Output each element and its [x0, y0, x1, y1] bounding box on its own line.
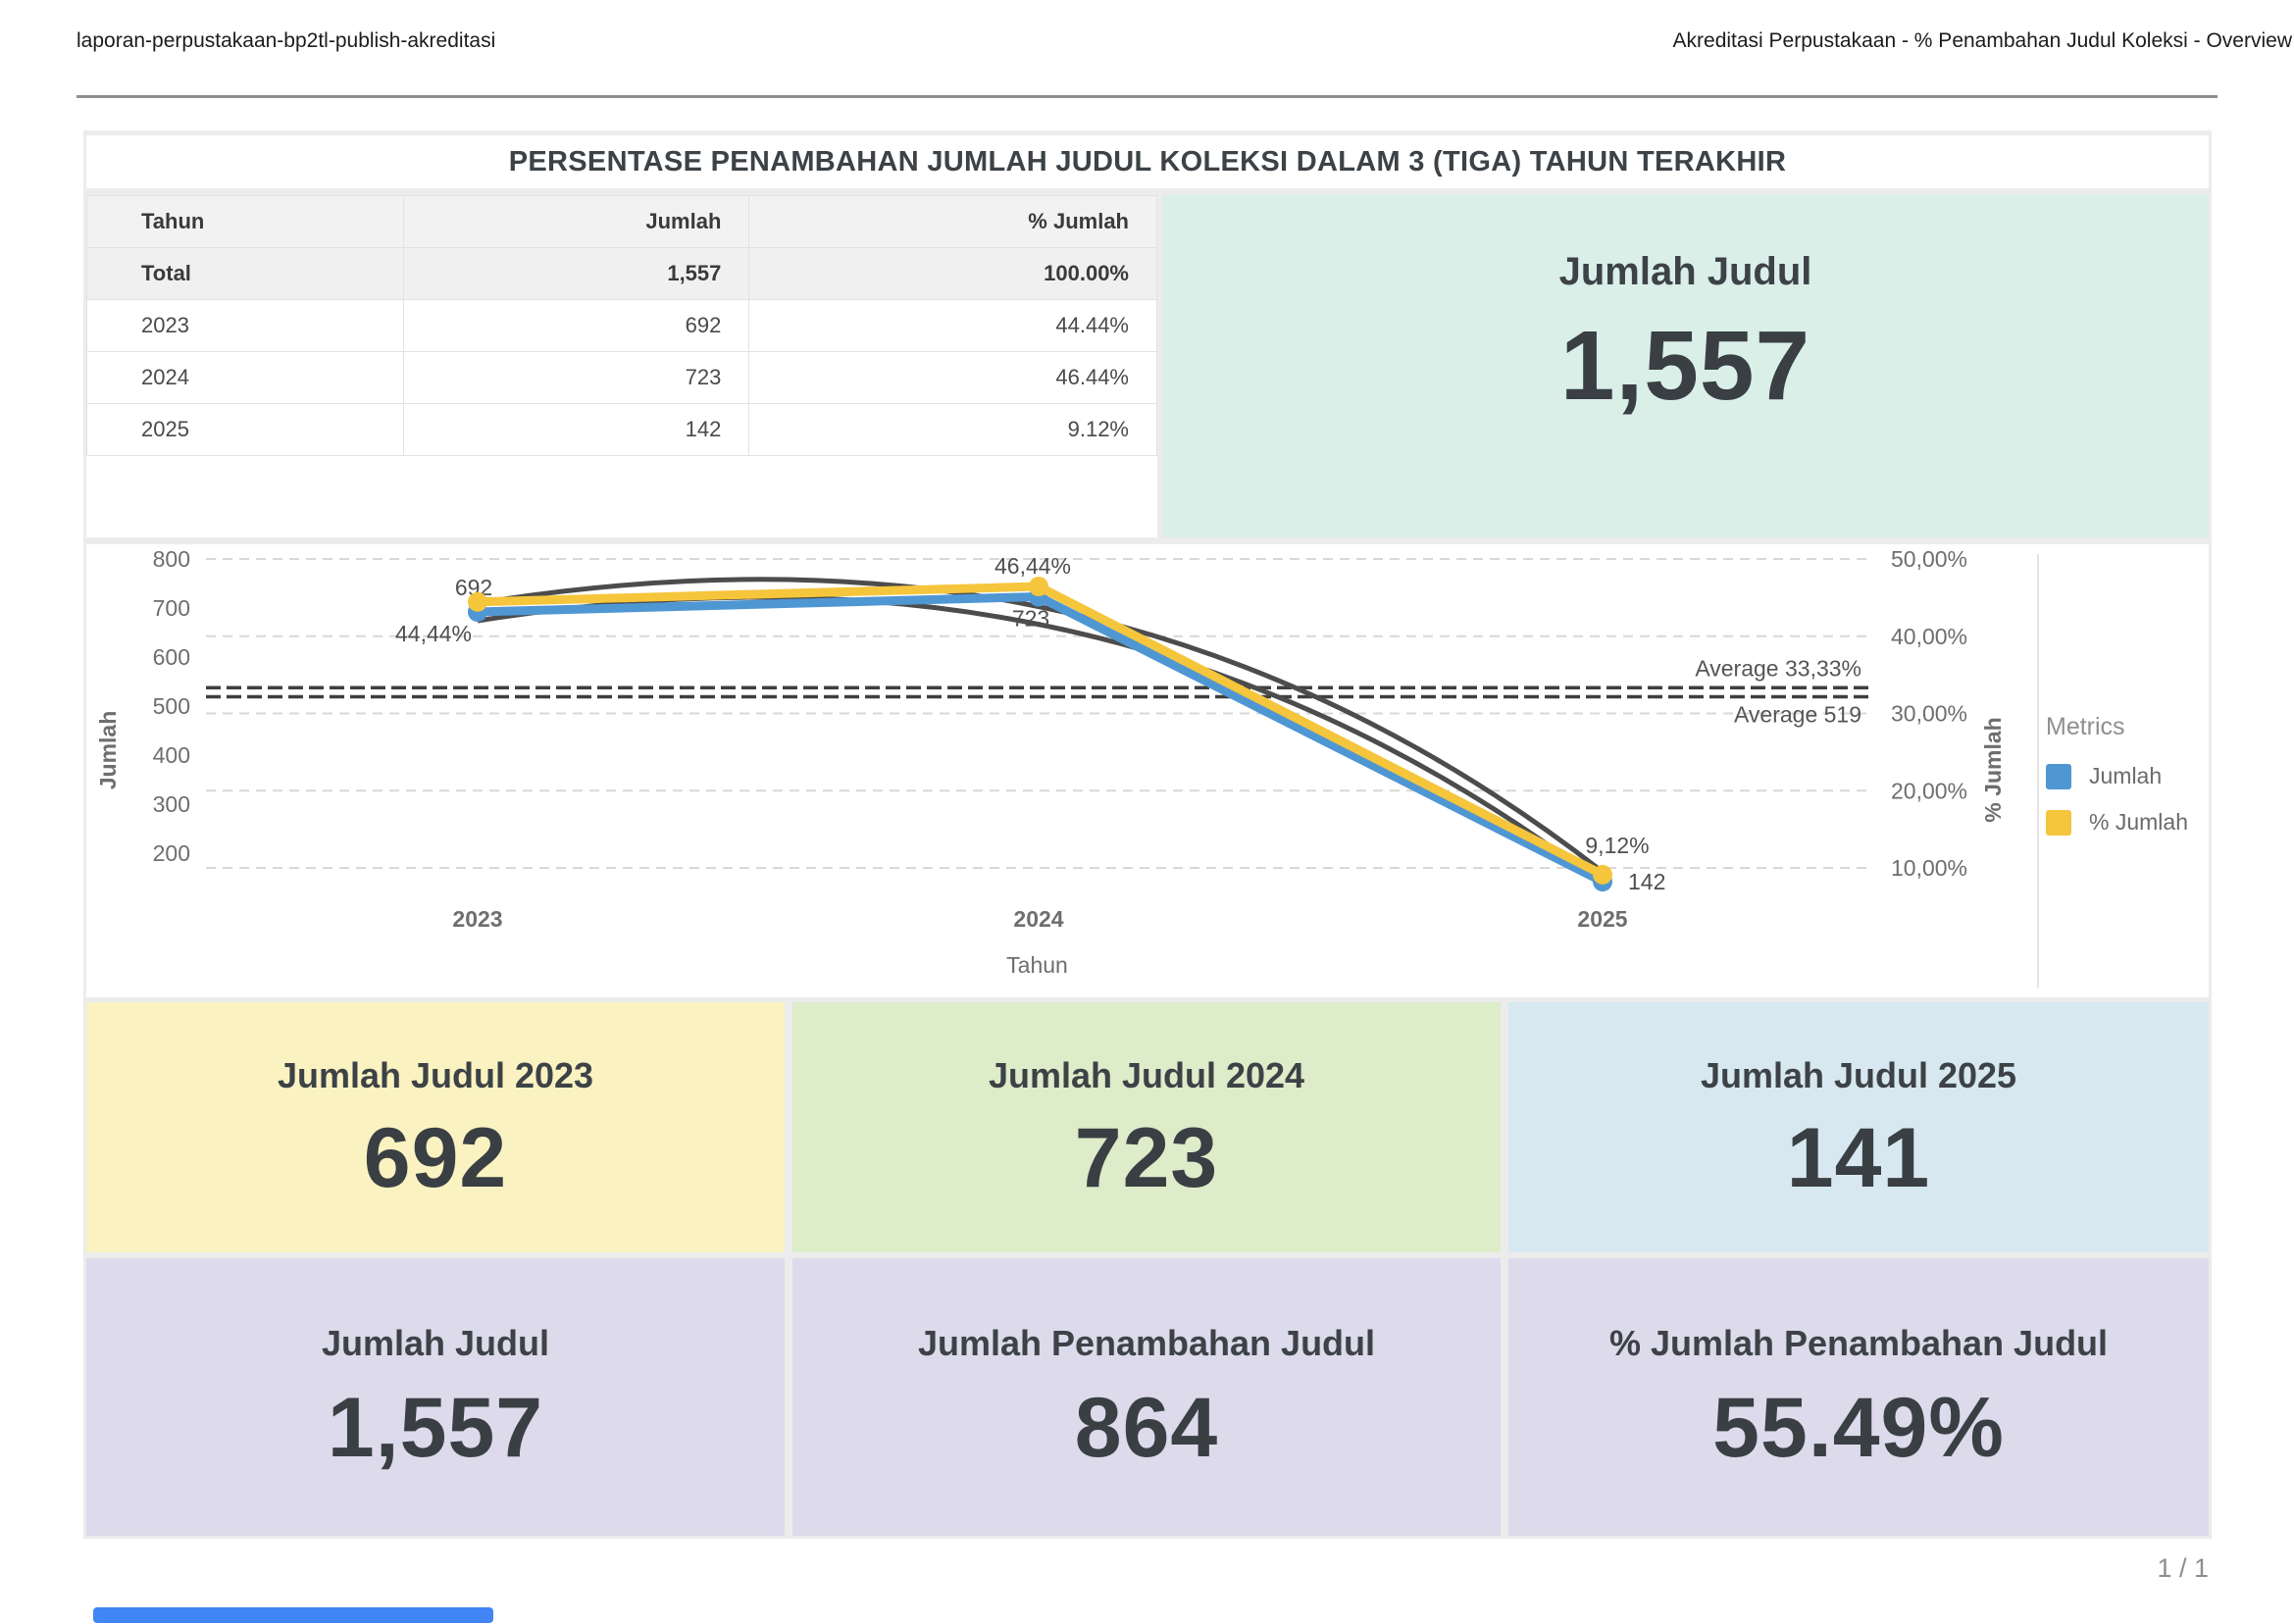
stat-card-2023: Jumlah Judul 2023 692: [86, 1002, 785, 1252]
summary-table-card: Tahun Jumlah% Jumlah Total 1,557 100.00% 202…: [86, 195, 1157, 537]
svg-text:2024: 2024: [1013, 906, 1063, 932]
svg-text:9,12%: 9,12%: [1585, 833, 1649, 858]
stat-card-pct-penambahan-value: 55.49%: [1712, 1381, 2005, 1475]
svg-text:2023: 2023: [452, 906, 502, 932]
svg-text:10,00%: 10,00%: [1891, 855, 1967, 881]
table-row: 2024 723 46.44%: [86, 351, 1157, 404]
svg-text:Average 33,33%: Average 33,33%: [1695, 655, 1861, 681]
stat-card-2025: Jumlah Judul 2025 141: [1508, 1002, 2209, 1252]
legend-title: Metrics: [2046, 713, 2125, 740]
svg-text:46,44%: 46,44%: [994, 553, 1071, 579]
table-cell: 100.00%: [748, 247, 1157, 300]
legend-label-pct-jumlah: % Jumlah: [2089, 809, 2188, 835]
legend-item-jumlah: Jumlah: [2046, 763, 2211, 789]
data-table: Tahun Jumlah% Jumlah Total 1,557 100.00% 202…: [86, 195, 1157, 456]
table-cell: 2024: [86, 351, 404, 404]
stat-card-2024-value: 723: [1074, 1111, 1219, 1205]
column-header: Tahun: [86, 195, 404, 248]
svg-text:2025: 2025: [1577, 906, 1627, 932]
jumlah-judul-card-label: Jumlah Judul: [1558, 250, 1812, 293]
line-chart: 50,00% 40,00% 30,00% 20,00% 10,00% 800 700 600 5…: [95, 546, 2039, 988]
legend-label-jumlah: Jumlah: [2089, 763, 2163, 788]
table-cell: 692: [402, 299, 750, 352]
table-row: 2023 692 44.44%: [86, 299, 1157, 352]
svg-text:30,00%: 30,00%: [1891, 701, 1967, 727]
stat-card-pct-penambahan-label: % Jumlah Penambahan Judul: [1608, 1323, 2109, 1363]
stat-card-penambahan-value: 864: [1074, 1381, 1219, 1475]
stat-card-penambahan-label: Jumlah Penambahan Judul: [917, 1323, 1376, 1363]
stat-card-2024: Jumlah Judul 2024 723: [792, 1002, 1501, 1252]
pct-jumlah-series-swatch: [2046, 809, 2071, 836]
line-chart-card: 50,00% 40,00% 30,00% 20,00% 10,00% 800 700 600 5…: [86, 544, 2209, 997]
jumlah-judul-card-value: 1,557: [1559, 311, 1811, 421]
stat-card-2024-label: Jumlah Judul 2024: [988, 1055, 1305, 1095]
svg-text:Tahun: Tahun: [1006, 952, 1068, 978]
table-cell: 2025: [86, 403, 404, 456]
svg-text:700: 700: [153, 595, 190, 621]
table-row: Total 1,557 100.00%: [86, 247, 1157, 300]
table-cell: 2023: [86, 299, 404, 352]
stat-card-penambahan: Jumlah Penambahan Judul 864: [792, 1258, 1501, 1536]
horizontal-scrollbar-thumb[interactable]: [93, 1607, 493, 1623]
svg-text:800: 800: [153, 546, 190, 572]
jumlah-judul-card: Jumlah Judul 1,557: [1162, 195, 2209, 537]
legend-item-pct-jumlah: % Jumlah: [2046, 809, 2211, 836]
svg-text:40,00%: 40,00%: [1891, 624, 1967, 649]
svg-text:723: 723: [1012, 606, 1049, 632]
chart-legend: Metrics Jumlah % Jumlah: [2046, 713, 2211, 855]
svg-text:142: 142: [1628, 869, 1665, 894]
table-cell: 9.12%: [748, 403, 1157, 456]
table-header: Tahun Jumlah% Jumlah: [86, 195, 1157, 248]
jumlah-series-swatch: [2046, 763, 2071, 789]
svg-text:Jumlah: Jumlah: [95, 711, 121, 790]
report-panel: PERSENTASE PENAMBAHAN JUMLAH JUDUL KOLEK…: [83, 130, 2212, 1539]
stat-card-2023-value: 692: [363, 1111, 508, 1205]
svg-text:20,00%: 20,00%: [1891, 778, 1967, 803]
table-cell: 46.44%: [748, 351, 1157, 404]
header-divider: [76, 95, 2218, 98]
svg-text:50,00%: 50,00%: [1891, 546, 1967, 572]
breadcrumb: Akreditasi Perpustakaan - % Penambahan J…: [1672, 29, 2292, 52]
stat-card-2023-label: Jumlah Judul 2023: [277, 1055, 594, 1095]
table-cell: Total: [86, 247, 404, 300]
page-title: PERSENTASE PENAMBAHAN JUMLAH JUDUL KOLEK…: [86, 135, 2209, 188]
table-row: 2025 142 9.12%: [86, 403, 1157, 456]
table-cell: 142: [402, 403, 750, 456]
svg-text:400: 400: [153, 742, 190, 768]
svg-text:500: 500: [153, 693, 190, 719]
svg-text:300: 300: [153, 791, 190, 817]
svg-text:44,44%: 44,44%: [395, 621, 472, 646]
svg-text:Average 519: Average 519: [1734, 702, 1861, 728]
svg-text:600: 600: [153, 644, 190, 670]
svg-text:% Jumlah: % Jumlah: [1980, 717, 2006, 822]
stat-card-total-judul: Jumlah Judul 1,557: [86, 1258, 785, 1536]
stat-card-2025-value: 141: [1786, 1111, 1931, 1205]
stat-card-total-judul-label: Jumlah Judul: [321, 1323, 550, 1363]
column-header: % Jumlah: [748, 195, 1157, 248]
stat-card-2025-label: Jumlah Judul 2025: [1700, 1055, 2017, 1095]
table-cell: 723: [402, 351, 750, 404]
stat-card-total-judul-value: 1,557: [327, 1381, 544, 1475]
table-body: Total 1,557 100.00% 2023 692 44.44% 2024 723 46.…: [86, 247, 1157, 456]
document-filename: laporan-perpustakaan-bp2tl-publish-akred…: [76, 29, 496, 52]
table-cell: 44.44%: [748, 299, 1157, 352]
page-indicator: 1 / 1: [2157, 1553, 2209, 1583]
column-header: Jumlah: [402, 195, 750, 248]
stat-card-pct-penambahan: % Jumlah Penambahan Judul 55.49%: [1508, 1258, 2209, 1536]
table-cell: 1,557: [402, 247, 750, 300]
svg-text:200: 200: [153, 840, 190, 866]
